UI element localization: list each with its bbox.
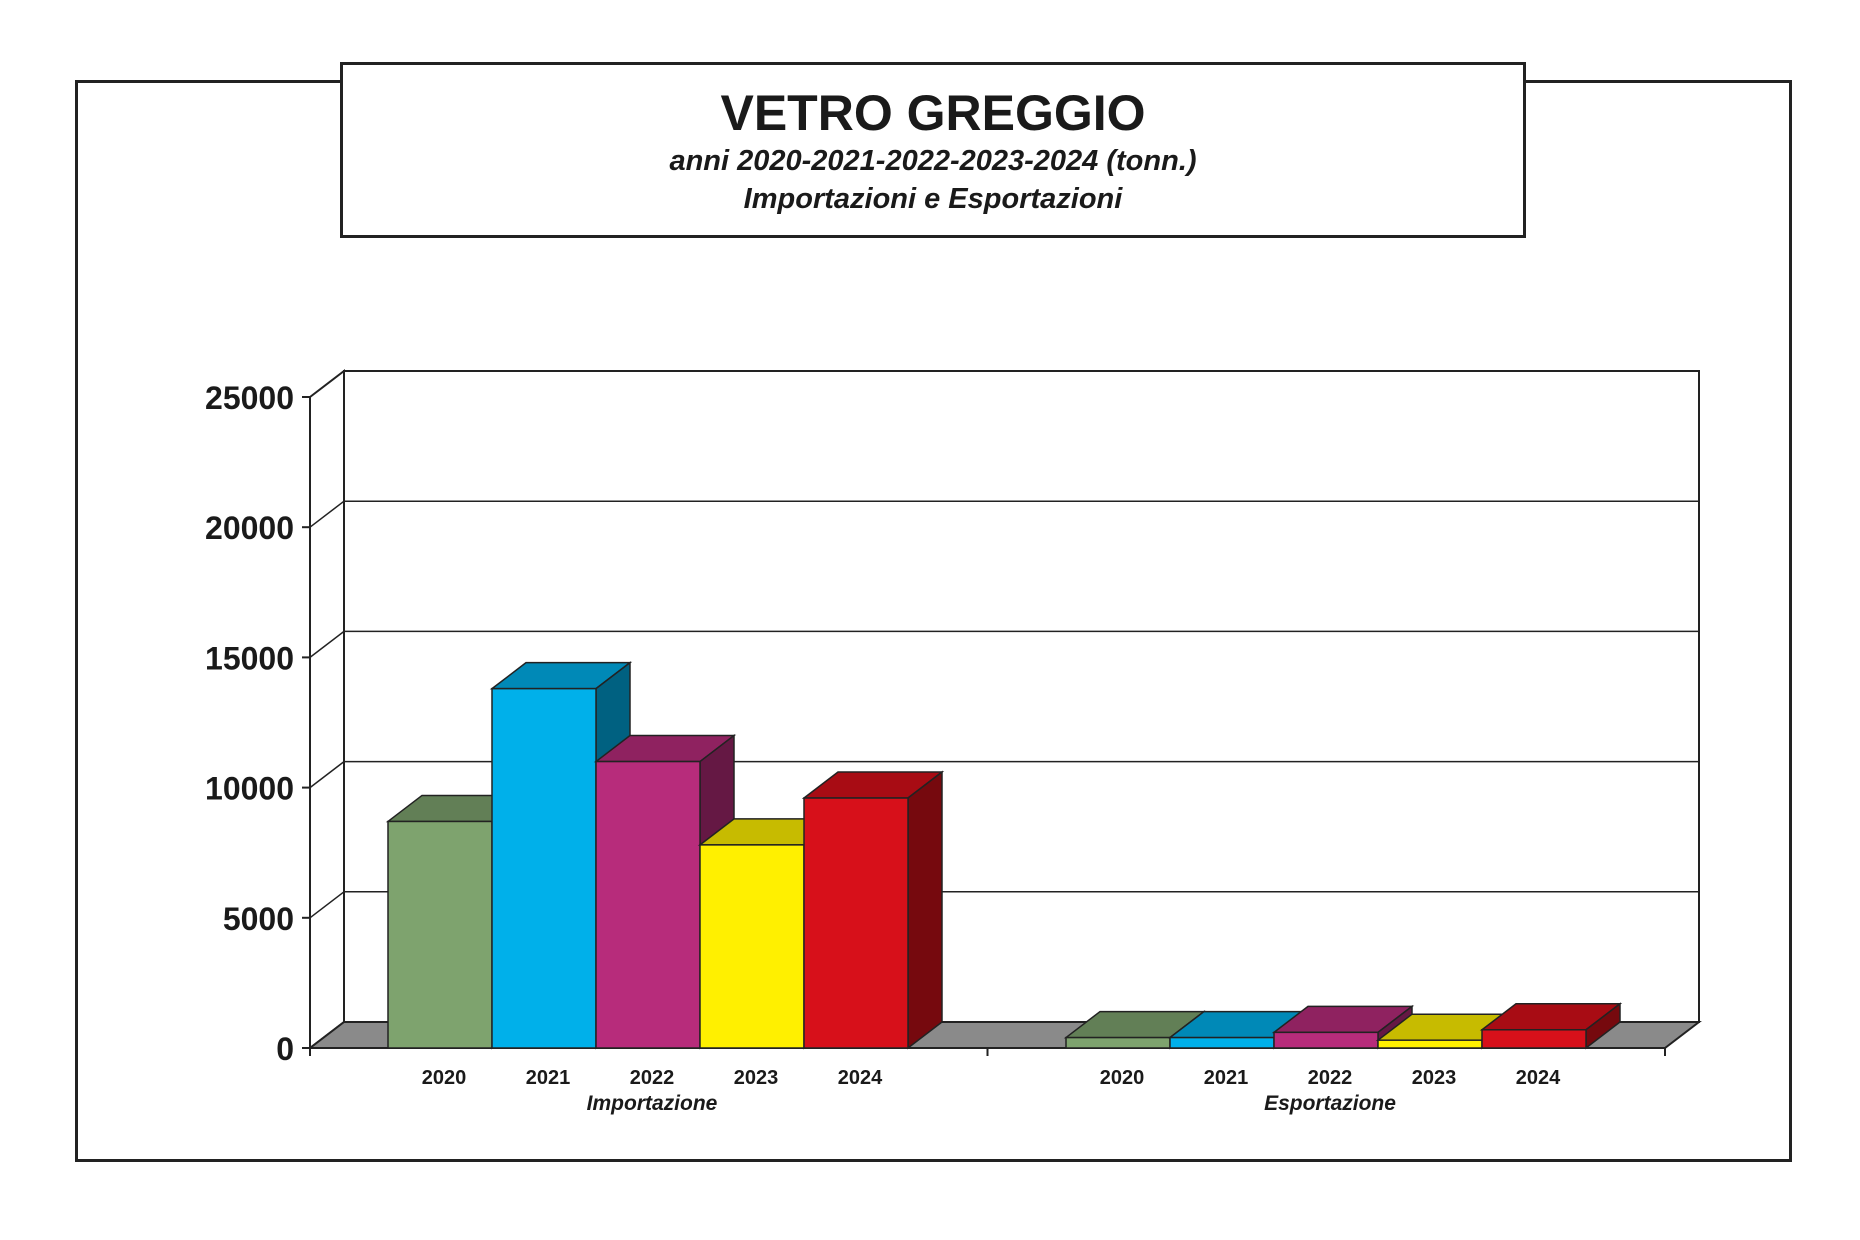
y-tick-label: 0 bbox=[276, 1031, 294, 1067]
gridline-side bbox=[309, 891, 345, 919]
bar bbox=[491, 687, 597, 1049]
x-tick-label: 2023 bbox=[1412, 1067, 1457, 1089]
bar bbox=[1481, 1029, 1587, 1049]
chart-subtitle: anni 2020-2021-2022-2023-2024 (tonn.) bbox=[669, 145, 1197, 177]
chart-subtitle-2: Importazioni e Esportazioni bbox=[743, 183, 1123, 215]
x-tick-label: 2024 bbox=[1516, 1067, 1561, 1089]
gridline-side bbox=[309, 500, 345, 528]
bar bbox=[803, 797, 909, 1049]
bar-side bbox=[907, 770, 943, 1050]
x-tick-label: 2024 bbox=[838, 1067, 883, 1089]
x-tick-label: 2022 bbox=[1308, 1067, 1353, 1089]
bar bbox=[1377, 1039, 1483, 1049]
x-tick-label: 2021 bbox=[526, 1067, 571, 1089]
y-tick-label: 15000 bbox=[205, 640, 294, 676]
title-box: VETRO GREGGIO anni 2020-2021-2022-2023-2… bbox=[340, 62, 1526, 238]
x-tick-label: 2020 bbox=[422, 1067, 467, 1089]
x-tick-label: 2022 bbox=[630, 1067, 675, 1089]
bar bbox=[1169, 1036, 1275, 1049]
chart-title: VETRO GREGGIO bbox=[720, 85, 1146, 141]
bar bbox=[1273, 1031, 1379, 1049]
bar bbox=[595, 760, 701, 1049]
side-wall bbox=[309, 368, 345, 1051]
x-tick-label: 2023 bbox=[734, 1067, 779, 1089]
x-tick-label: 2021 bbox=[1204, 1067, 1249, 1089]
bar bbox=[387, 820, 493, 1049]
y-tick-label: 10000 bbox=[205, 771, 294, 807]
gridline-side bbox=[309, 761, 345, 789]
x-tick-label: 2020 bbox=[1100, 1067, 1145, 1089]
y-tick-label: 5000 bbox=[223, 901, 294, 937]
y-tick-label: 20000 bbox=[205, 510, 294, 546]
group-label: Esportazione bbox=[1264, 1092, 1396, 1115]
y-tick-label: 25000 bbox=[205, 380, 294, 416]
bar bbox=[699, 844, 805, 1049]
group-label: Importazione bbox=[587, 1092, 718, 1115]
bar bbox=[1065, 1036, 1171, 1049]
gridline-side bbox=[309, 630, 345, 658]
